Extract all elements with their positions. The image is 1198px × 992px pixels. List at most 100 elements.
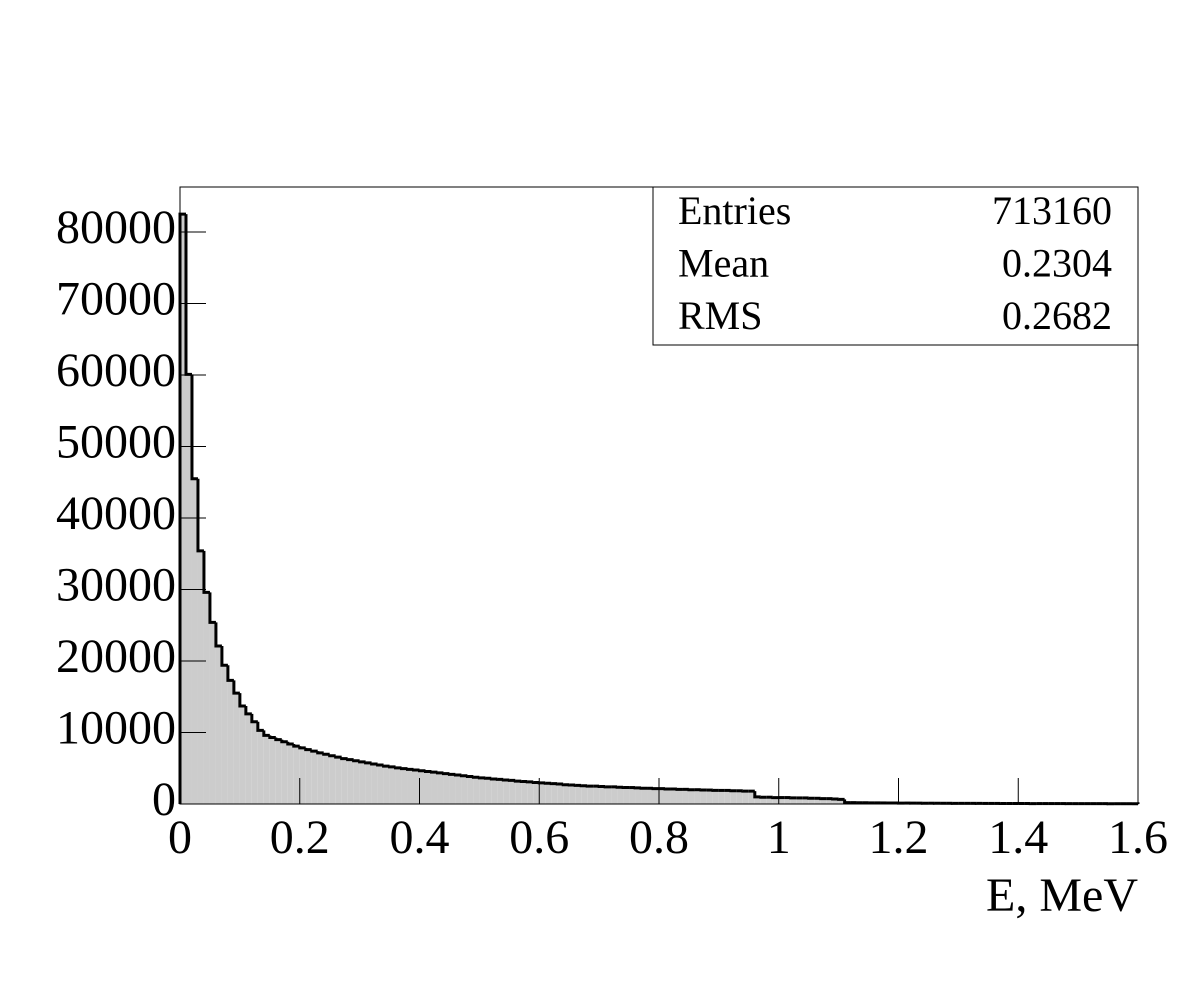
bar [479, 777, 486, 804]
bar-outline [340, 757, 348, 761]
bar-outline [561, 783, 570, 787]
bar [467, 776, 474, 804]
x-axis-label: E, MeV [986, 869, 1138, 922]
bar [371, 763, 378, 804]
bar [383, 766, 390, 804]
bar [221, 665, 228, 804]
bar [569, 785, 576, 804]
stats-value: 0.2304 [1002, 241, 1112, 286]
bar [664, 788, 671, 804]
stats-name: Entries [678, 188, 791, 233]
bar-outline [465, 774, 474, 778]
bar [239, 706, 246, 804]
bar [563, 784, 570, 804]
bar-outline [232, 680, 240, 695]
bar-outline [184, 214, 192, 376]
bar-outline [531, 781, 540, 785]
bar [718, 790, 725, 804]
bar [611, 786, 618, 804]
bar-outline [208, 592, 216, 624]
y-tick-label: 50000 [56, 416, 176, 469]
bar [545, 783, 552, 804]
bar-outline [501, 778, 510, 782]
bar [790, 797, 797, 804]
bar [497, 779, 504, 804]
bar-outline [489, 777, 498, 781]
bar [676, 789, 683, 804]
bar [760, 797, 767, 804]
bar-outline [244, 706, 252, 716]
bar-outline [346, 758, 354, 762]
bar-outline [447, 772, 456, 776]
bar [395, 767, 402, 804]
bar [754, 796, 761, 804]
bar [557, 783, 564, 804]
bar-outline [334, 755, 342, 759]
bar [203, 592, 210, 804]
x-tick-label: 0.2 [270, 811, 330, 864]
bar [473, 777, 480, 804]
bar-outline [423, 769, 432, 773]
bar [413, 770, 420, 804]
bar-outline [364, 761, 372, 765]
bar-outline [196, 478, 204, 553]
bar [766, 797, 773, 804]
bar [587, 786, 594, 804]
bar-outline [406, 767, 414, 771]
bar-outline [400, 767, 408, 771]
bar [784, 797, 791, 804]
bar-outline [298, 746, 306, 750]
bar [425, 771, 432, 804]
bar [251, 721, 258, 804]
bar-outline [256, 721, 264, 732]
bar [197, 550, 204, 804]
bar [353, 760, 360, 804]
bar [275, 739, 282, 804]
bar [802, 797, 809, 804]
bar [503, 780, 510, 804]
bar [227, 680, 234, 804]
x-tick-label: 1 [767, 811, 791, 864]
bar [209, 622, 216, 804]
bar-outline [412, 768, 420, 772]
stats-name: RMS [678, 293, 763, 338]
bar-outline [250, 713, 258, 724]
bar-outline [286, 741, 294, 746]
bar [509, 780, 516, 804]
bar [191, 478, 198, 804]
bar-outline [352, 759, 360, 763]
stats-name: Mean [678, 241, 769, 286]
bar [653, 788, 659, 804]
bar-outline [453, 773, 462, 777]
bar [263, 735, 270, 804]
bar [359, 761, 366, 804]
bar [748, 791, 755, 804]
bar-outline [843, 799, 851, 805]
bar [778, 797, 785, 804]
bar [455, 775, 462, 804]
bar [323, 754, 330, 804]
x-tick-label: 0.6 [509, 811, 569, 864]
bar [647, 788, 654, 804]
bar [335, 757, 342, 804]
bar-outline [328, 754, 336, 758]
bar-outline [459, 774, 468, 778]
bar-outline [388, 765, 396, 769]
bar [485, 778, 492, 804]
bar [419, 770, 426, 804]
bar [605, 786, 612, 804]
bar-outline [190, 374, 198, 481]
bar [712, 790, 719, 804]
y-tick-label: 70000 [56, 273, 176, 326]
bar [299, 747, 306, 804]
y-tick-label: 0 [152, 773, 176, 826]
bar [293, 746, 300, 804]
bar [694, 789, 701, 804]
bar [347, 759, 354, 804]
bar [401, 768, 408, 804]
bar-outline [477, 776, 486, 780]
bar [724, 790, 731, 804]
bar [617, 787, 624, 804]
bar [682, 789, 689, 804]
bar [814, 798, 821, 804]
